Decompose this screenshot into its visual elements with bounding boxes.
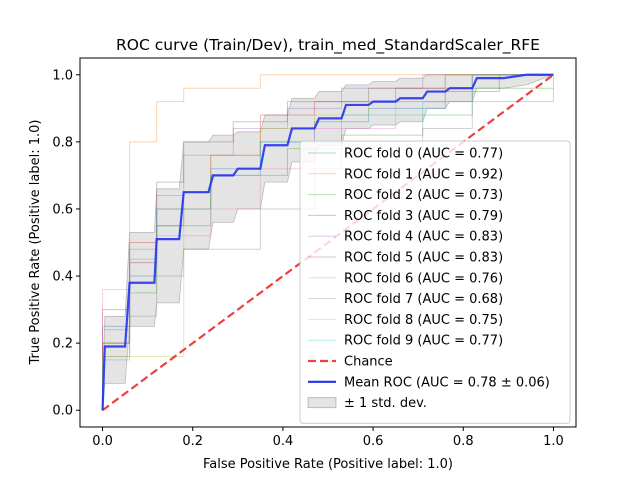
y-tick-label: 0.0 [52, 404, 73, 419]
legend-label: Mean ROC (AUC = 0.78 ± 0.06) [344, 375, 550, 390]
legend-label: ROC fold 1 (AUC = 0.92) [344, 167, 503, 182]
y-tick-label: 1.0 [52, 68, 73, 83]
roc-fold-1-line [102, 74, 554, 411]
legend-label: ROC fold 9 (AUC = 0.77) [344, 334, 503, 349]
roc-fold-6-line [102, 74, 554, 411]
roc-fold-3-line [102, 74, 554, 411]
x-axis-label: False Positive Rate (Positive label: 1.0… [203, 457, 453, 472]
x-axis-ticks: 0.0 0.2 0.4 0.6 0.8 1.0 [92, 427, 564, 449]
roc-fold-2-line [102, 87, 554, 411]
legend-box [299, 140, 571, 424]
x-tick-label: 1.0 [543, 434, 564, 449]
legend-label: ROC fold 4 (AUC = 0.83) [344, 230, 503, 245]
legend-label: ROC fold 3 (AUC = 0.79) [344, 209, 503, 224]
chart-title: ROC curve (Train/Dev), train_med_Standar… [116, 36, 540, 55]
x-tick-label: 0.2 [182, 434, 203, 449]
legend-label: ROC fold 5 (AUC = 0.83) [344, 251, 503, 266]
x-tick-label: 0.6 [363, 434, 384, 449]
plot-area [101, 73, 555, 412]
roc-fold-4-line [102, 74, 554, 411]
legend-label: ROC fold 2 (AUC = 0.73) [344, 188, 503, 203]
plot-frame [79, 57, 577, 428]
legend-label: ± 1 std. dev. [344, 396, 427, 411]
legend-label: ROC fold 0 (AUC = 0.77) [344, 147, 503, 162]
legend-label: ROC fold 6 (AUC = 0.76) [344, 271, 503, 286]
y-axis-label: True Positive Rate (Positive label: 1.0) [28, 120, 43, 366]
x-tick-label: 0.0 [92, 434, 113, 449]
roc-fold-8-line [102, 74, 554, 411]
x-tick-label: 0.4 [273, 434, 294, 449]
legend-label: ROC fold 8 (AUC = 0.75) [344, 313, 503, 328]
y-tick-label: 0.2 [52, 337, 73, 352]
legend-label: ROC fold 7 (AUC = 0.68) [344, 292, 503, 307]
y-tick-label: 0.4 [52, 270, 73, 285]
legend: ROC fold 0 (AUC = 0.77) ROC fold 1 (AUC =… [299, 140, 571, 424]
roc-fold-7-line [102, 74, 554, 411]
y-tick-label: 0.8 [52, 135, 73, 150]
y-tick-label: 0.6 [52, 202, 73, 217]
legend-label: Chance [344, 355, 393, 370]
x-tick-label: 0.8 [453, 434, 474, 449]
mean-roc-line [101, 73, 554, 411]
y-axis-ticks: 0.0 0.2 0.4 0.6 0.8 1.0 [52, 68, 80, 419]
legend-handle-band [307, 397, 337, 409]
